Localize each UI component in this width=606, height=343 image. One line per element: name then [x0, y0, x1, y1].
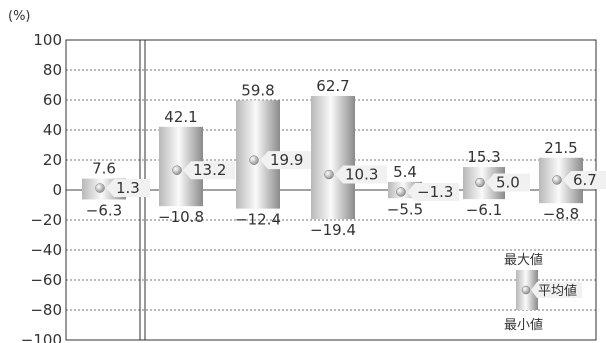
bar-group: 42.1 −10.8 13.2 — [158, 108, 235, 226]
min-label: −10.8 — [158, 208, 204, 226]
range-bar — [311, 95, 355, 220]
y-tick-label: −100 — [21, 331, 62, 343]
legend-avg-callout — [531, 282, 582, 298]
y-tick-label: 20 — [43, 151, 62, 169]
avg-marker — [552, 175, 562, 185]
y-axis-ticks: 100 80 60 40 20 0 −20 −40 −60 −80 −100 — [21, 31, 62, 343]
bars: 7.6 −6.3 1.3 42.1 −10.8 13.2 59.8 −12.4 19.9 62.7… — [82, 77, 606, 239]
avg-label: 10.3 — [345, 166, 378, 184]
avg-callout — [486, 173, 530, 192]
avg-callout — [407, 182, 459, 201]
max-label: 21.5 — [544, 139, 577, 157]
y-tick-label: −40 — [30, 241, 62, 259]
bar-group: 7.6 −6.3 1.3 — [82, 160, 150, 219]
max-label: 5.4 — [393, 163, 417, 181]
min-label: −5.5 — [387, 200, 423, 218]
max-label: 59.8 — [241, 81, 274, 99]
y-tick-label: −20 — [30, 211, 62, 229]
bar-group: 21.5 −8.8 6.7 — [539, 139, 606, 223]
bar-group: 59.8 −12.4 19.9 — [235, 81, 312, 229]
legend-max-label: 最大値 — [504, 252, 543, 268]
avg-marker — [324, 169, 334, 180]
avg-callout — [563, 170, 606, 189]
avg-marker — [475, 177, 485, 188]
avg-label: 5.0 — [496, 174, 520, 192]
y-tick-label: 80 — [43, 61, 62, 79]
avg-callout — [335, 165, 387, 184]
avg-label: 1.3 — [116, 179, 140, 197]
y-tick-label: 100 — [33, 31, 62, 49]
avg-marker — [249, 155, 259, 165]
unit-label: (%) — [8, 9, 31, 24]
min-label: −12.4 — [235, 211, 281, 229]
avg-callout — [183, 161, 235, 180]
y-tick-label: −80 — [30, 301, 62, 319]
avg-label: 13.2 — [193, 161, 226, 179]
legend-min-label: 最小値 — [504, 317, 543, 333]
avg-callout — [260, 151, 312, 170]
avg-label: −1.3 — [417, 183, 453, 201]
y-tick-label: 0 — [52, 181, 62, 199]
avg-marker — [95, 183, 105, 193]
max-label: 42.1 — [164, 108, 197, 126]
bar-group: 5.4 −5.5−1.3 — [387, 163, 459, 218]
avg-marker — [396, 187, 406, 197]
max-label: 15.3 — [467, 148, 500, 166]
avg-marker — [172, 165, 182, 175]
min-label: −6.3 — [86, 201, 122, 219]
avg-label: 19.9 — [270, 151, 303, 169]
bar-group: 15.3 −6.1 5.0 — [463, 148, 530, 219]
avg-label: 6.7 — [573, 171, 597, 189]
max-label: 62.7 — [316, 77, 349, 95]
plot-frame — [65, 39, 597, 341]
legend-avg-marker — [521, 285, 531, 295]
avg-callout — [106, 179, 150, 198]
y-tick-label: 40 — [43, 121, 62, 139]
min-label: −8.8 — [543, 205, 579, 223]
min-label: −6.1 — [466, 201, 502, 219]
max-label: 7.6 — [92, 160, 116, 178]
bar-group: 62.7 −19.4 10.3 — [310, 77, 387, 239]
y-tick-label: 60 — [43, 91, 62, 109]
y-tick-label: −60 — [30, 271, 62, 289]
min-label: −19.4 — [310, 221, 356, 239]
legend-avg-label: 平均値 — [538, 283, 577, 299]
